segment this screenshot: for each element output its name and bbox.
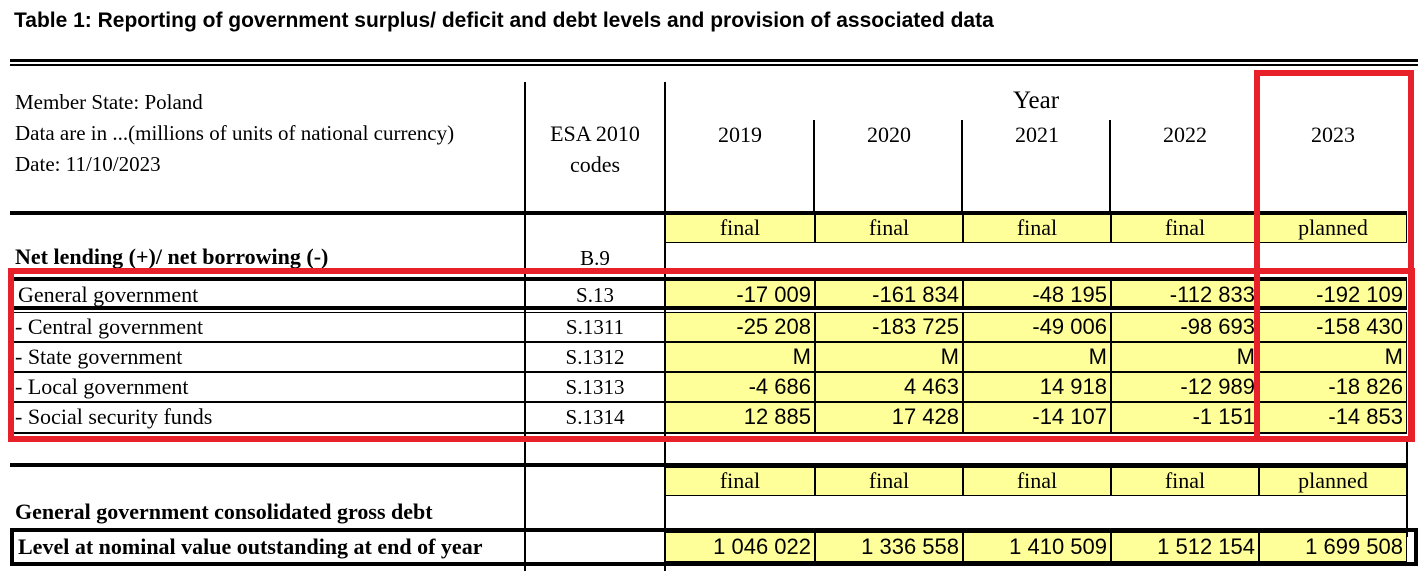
column-divider bbox=[524, 442, 526, 571]
value-cell: -161 834 bbox=[815, 277, 963, 310]
highlight-rows-box bbox=[8, 268, 1415, 442]
year-header-2022: 2022 bbox=[1163, 122, 1207, 147]
status-cell: final bbox=[1111, 214, 1259, 243]
column-divider bbox=[961, 120, 963, 212]
row-code: S.13 bbox=[525, 277, 665, 310]
value-cell: -17 009 bbox=[665, 277, 815, 310]
row-code: S.1312 bbox=[525, 342, 665, 372]
value-cell: -112 833 bbox=[1111, 277, 1259, 310]
status-cell: final bbox=[815, 214, 963, 243]
row-label: - State government bbox=[10, 342, 525, 372]
debt-row-label: Level at nominal value outstanding at en… bbox=[10, 528, 1418, 566]
debt-status-cell: final bbox=[665, 467, 815, 496]
year-header-2019: 2019 bbox=[718, 122, 762, 147]
debt-value-cell: 1 699 508 bbox=[1259, 532, 1407, 562]
value-cell: -4 686 bbox=[665, 372, 815, 402]
debt-value-cell: 1 512 154 bbox=[1111, 532, 1259, 562]
status-cell: final bbox=[665, 214, 815, 243]
value-cell: -18 826 bbox=[1259, 372, 1407, 402]
debt-status-cell: planned bbox=[1259, 467, 1407, 496]
debt-value-cell: 1 046 022 bbox=[665, 532, 815, 562]
value-cell: -14 107 bbox=[963, 402, 1111, 433]
value-cell: M bbox=[1259, 342, 1407, 372]
header-rule bbox=[10, 211, 1407, 215]
value-cell: 14 918 bbox=[963, 372, 1111, 402]
row-code: S.1313 bbox=[525, 372, 665, 402]
column-divider bbox=[664, 442, 666, 571]
debt-value-cell: 1 410 509 bbox=[963, 532, 1111, 562]
value-cell: 12 885 bbox=[665, 402, 815, 433]
double-rule-top bbox=[10, 59, 1418, 62]
debt-status-cell: final bbox=[815, 467, 963, 496]
value-cell: -48 195 bbox=[963, 277, 1111, 310]
row-code: S.1311 bbox=[525, 312, 665, 342]
value-cell: -49 006 bbox=[963, 312, 1111, 342]
debt-label: General government consolidated gross de… bbox=[15, 499, 433, 524]
debt-value-cell: 1 336 558 bbox=[815, 532, 963, 562]
table-title: Table 1: Reporting of government surplus… bbox=[14, 9, 994, 32]
value-cell: -192 109 bbox=[1259, 277, 1407, 310]
section-rule bbox=[10, 463, 1407, 467]
column-divider bbox=[813, 120, 815, 212]
value-cell: M bbox=[1111, 342, 1259, 372]
column-divider bbox=[524, 82, 526, 442]
value-cell: -98 693 bbox=[1111, 312, 1259, 342]
year-header-2021: 2021 bbox=[1015, 122, 1059, 147]
row-rule bbox=[10, 432, 1407, 434]
row-label: - Central government bbox=[10, 312, 525, 342]
value-cell: -14 853 bbox=[1259, 402, 1407, 433]
value-cell: M bbox=[665, 342, 815, 372]
year-header-2020: 2020 bbox=[867, 122, 911, 147]
net-lending-label: Net lending (+)/ net borrowing (-) bbox=[15, 244, 329, 269]
year-label: Year bbox=[1012, 87, 1060, 114]
value-cell: M bbox=[963, 342, 1111, 372]
column-divider bbox=[664, 82, 666, 442]
status-cell: planned bbox=[1259, 214, 1407, 243]
column-divider bbox=[1406, 442, 1408, 537]
column-divider bbox=[1109, 120, 1111, 212]
net-lending-code: B.9 bbox=[580, 246, 610, 270]
row-label: General government bbox=[10, 277, 525, 310]
value-cell: M bbox=[815, 342, 963, 372]
codes-header-2: codes bbox=[569, 152, 621, 177]
year-header-2023: 2023 bbox=[1311, 122, 1355, 147]
value-cell: -1 151 bbox=[1111, 402, 1259, 433]
member-state: Member State: Poland bbox=[15, 90, 203, 114]
units-note: Data are in ...(millions of units of nat… bbox=[15, 121, 455, 145]
value-cell: 4 463 bbox=[815, 372, 963, 402]
codes-header-1: ESA 2010 bbox=[550, 121, 640, 146]
status-cell: final bbox=[963, 214, 1111, 243]
value-cell: -158 430 bbox=[1259, 312, 1407, 342]
value-cell: 17 428 bbox=[815, 402, 963, 433]
date: Date: 11/10/2023 bbox=[15, 152, 161, 176]
debt-status-cell: final bbox=[963, 467, 1111, 496]
value-cell: -25 208 bbox=[665, 312, 815, 342]
row-label: - Local government bbox=[10, 372, 525, 402]
value-cell: -183 725 bbox=[815, 312, 963, 342]
highlight-2023-box bbox=[1254, 70, 1414, 442]
double-rule-bottom bbox=[10, 64, 1418, 66]
debt-status-cell: final bbox=[1111, 467, 1259, 496]
